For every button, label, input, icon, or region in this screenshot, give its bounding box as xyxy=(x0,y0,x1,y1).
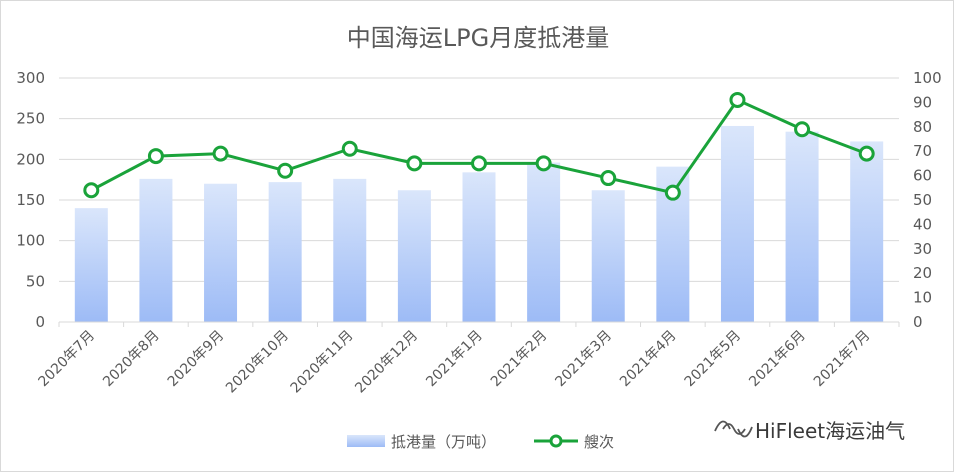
x-tick-label: 2020年11月 xyxy=(288,328,357,397)
y-right-tick-label: 30 xyxy=(913,240,932,258)
y-axis-left: 0 50 100 150 200 250 300 xyxy=(16,69,45,331)
line-point xyxy=(341,140,358,157)
bar xyxy=(591,190,625,322)
line-point xyxy=(600,170,617,187)
y-left-tick-label: 100 xyxy=(16,232,45,250)
x-tick-label: 2021年3月 xyxy=(552,328,615,391)
y-right-tick-label: 90 xyxy=(913,93,932,111)
legend-bar-swatch xyxy=(347,435,385,447)
x-tick-label: 2020年7月 xyxy=(36,328,99,391)
x-tick-label: 2021年2月 xyxy=(488,328,551,391)
y-left-tick-label: 300 xyxy=(16,69,45,87)
y-right-tick-label: 50 xyxy=(913,191,932,209)
y-right-tick-label: 40 xyxy=(913,215,932,233)
legend-bar-label: 抵港量（万吨） xyxy=(391,433,496,451)
y-left-tick-label: 0 xyxy=(35,313,45,331)
x-axis xyxy=(58,321,900,327)
x-tick-label: 2020年8月 xyxy=(100,328,163,391)
line-point xyxy=(471,155,487,172)
y-right-tick-label: 10 xyxy=(913,289,932,307)
x-tick-label: 2021年5月 xyxy=(682,328,745,391)
y-right-tick-label: 0 xyxy=(913,313,923,331)
chart-title: 中国海运LPG月度抵港量 xyxy=(347,24,609,52)
y-left-tick-label: 150 xyxy=(16,191,45,209)
y-axis-right: 0 10 20 30 40 50 60 70 80 90 100 xyxy=(913,69,942,331)
bar xyxy=(74,208,108,322)
legend: 抵港量（万吨） 艘次 xyxy=(347,433,614,451)
y-right-tick-label: 60 xyxy=(913,167,932,185)
x-tick-label: 2021年1月 xyxy=(423,328,486,391)
y-left-tick-label: 200 xyxy=(16,150,45,168)
bar xyxy=(462,172,496,322)
bar xyxy=(139,178,173,322)
x-tick-label: 2020年12月 xyxy=(352,328,421,397)
line-point xyxy=(664,184,681,201)
x-tick-label: 2021年7月 xyxy=(811,328,874,391)
line-series xyxy=(83,91,875,201)
bar xyxy=(850,141,884,322)
x-tick-labels: 2020年7月 2020年8月 2020年9月2020年10月2020年11月202… xyxy=(36,328,874,397)
wechat-channel-icon xyxy=(714,420,753,438)
y-right-tick-label: 80 xyxy=(913,118,932,136)
watermark-text: HiFleet海运油气 xyxy=(755,419,905,443)
line-point xyxy=(277,162,294,179)
x-tick-label: 2021年4月 xyxy=(617,328,680,391)
y-right-tick-label: 100 xyxy=(913,69,942,87)
bar-series xyxy=(74,125,884,322)
line-point xyxy=(83,182,100,199)
legend-line-label: 艘次 xyxy=(584,433,614,451)
line-point xyxy=(729,91,746,108)
bar xyxy=(720,125,754,322)
x-tick-label: 2021年6月 xyxy=(746,328,809,391)
x-tick-label: 2020年10月 xyxy=(223,328,292,397)
bar xyxy=(785,131,819,322)
line-point xyxy=(858,145,875,162)
line-point xyxy=(212,145,229,162)
watermark: HiFleet海运油气 xyxy=(714,419,905,443)
line-point xyxy=(794,121,811,138)
line-point xyxy=(147,148,164,165)
bar xyxy=(333,178,367,322)
y-left-tick-label: 250 xyxy=(16,110,45,128)
bar xyxy=(204,183,238,322)
bar xyxy=(397,190,431,322)
line-point xyxy=(535,155,552,172)
bar xyxy=(268,182,302,322)
y-right-tick-label: 70 xyxy=(913,142,932,160)
y-right-tick-label: 20 xyxy=(913,264,932,282)
bar xyxy=(527,162,561,322)
x-tick-label: 2020年9月 xyxy=(165,328,228,391)
legend-line-marker xyxy=(549,434,563,448)
y-left-tick-label: 50 xyxy=(26,272,45,290)
line-point xyxy=(406,155,423,172)
